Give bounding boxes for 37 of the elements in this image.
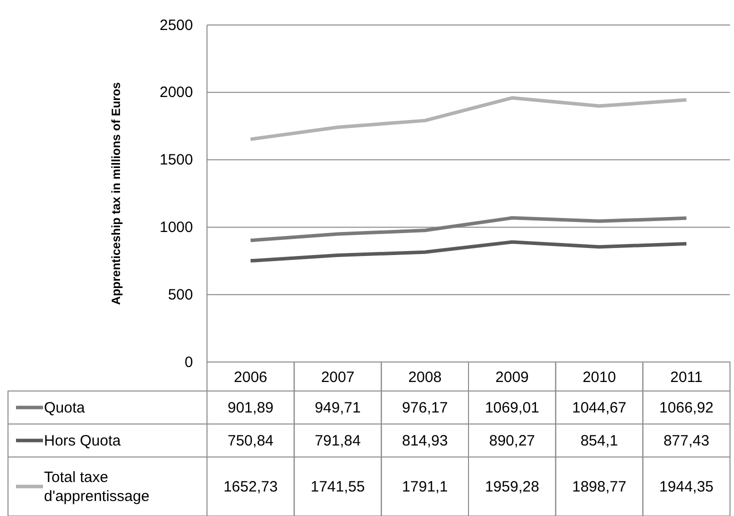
y-axis-title: Apprenticeship tax in millions of Euros [109, 82, 123, 305]
y-tick-label: 0 [184, 354, 193, 371]
data-label: 877,43 [663, 432, 710, 450]
data-label: 1044,67 [572, 400, 626, 416]
data-label: 750,84 [228, 432, 274, 450]
data-label: 814,93 [402, 432, 448, 450]
x-tick-label: 2006 [234, 369, 268, 386]
data-label: 901,89 [228, 400, 274, 416]
data-label: 791,84 [314, 432, 361, 450]
x-tick-label: 2011 [670, 369, 703, 386]
data-label: 1898,77 [572, 478, 626, 496]
legend-label: Quota [44, 400, 86, 416]
y-tick-label: 1000 [160, 219, 193, 236]
y-tick-label: 500 [168, 286, 193, 304]
data-label: 949,71 [314, 400, 361, 416]
data-label: 890,27 [489, 432, 536, 450]
data-label: 1069,01 [484, 400, 540, 416]
data-label: 1652,73 [223, 478, 278, 496]
y-tick-label: 2000 [160, 84, 193, 102]
y-tick-label: 2500 [160, 16, 193, 34]
y-tick-label: 1500 [160, 152, 193, 169]
line-series [248, 216, 688, 242]
data-label: 976,17 [402, 400, 448, 416]
x-tick-label: 2008 [408, 369, 442, 386]
data-label: 1066,92 [659, 400, 714, 416]
x-tick-label: 2010 [582, 369, 616, 386]
data-label: 1944,35 [659, 478, 714, 496]
legend-label: Hors Quota [44, 432, 122, 450]
x-tick-label: 2007 [321, 369, 354, 386]
line-series [248, 240, 688, 263]
data-label: 854,1 [580, 432, 618, 450]
data-label: 1959,28 [484, 478, 540, 496]
legend-label: Total taxe d'apprentissage [44, 469, 150, 505]
data-label: 1791,1 [402, 478, 448, 496]
line-series [248, 96, 688, 141]
x-tick-label: 2009 [495, 369, 529, 386]
data-label: 1741,55 [310, 478, 365, 496]
